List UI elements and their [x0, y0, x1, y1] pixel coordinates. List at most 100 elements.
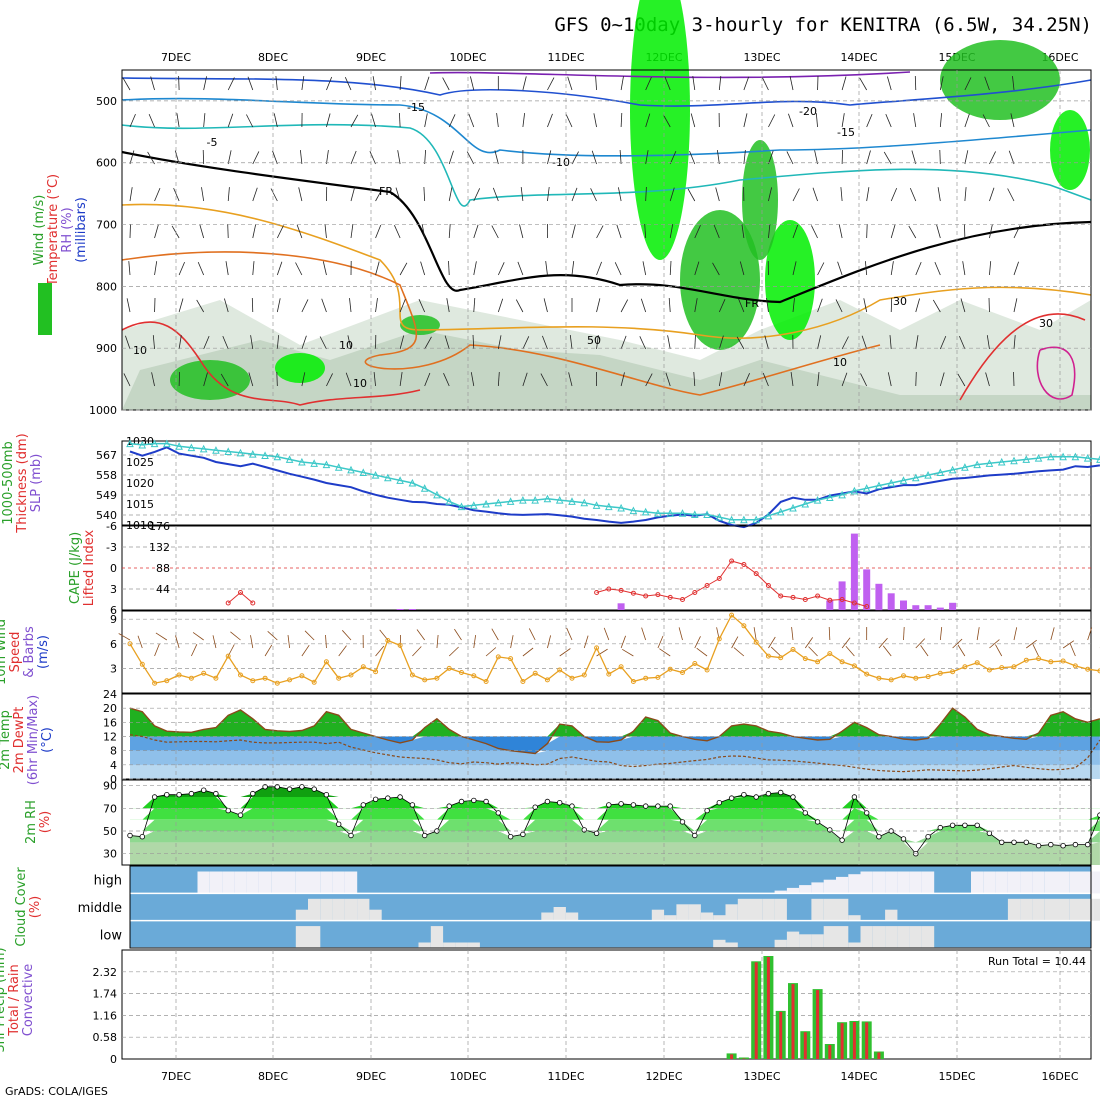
wind-barb	[567, 76, 573, 91]
rh-marker	[409, 802, 416, 808]
cloud-cell	[258, 871, 272, 894]
thickness-marker	[715, 513, 724, 521]
wind-barb-10m	[976, 627, 980, 641]
wind-barb	[276, 298, 281, 313]
wind-barb	[227, 150, 232, 165]
cloud-cell	[308, 898, 321, 921]
cloud-cell	[713, 915, 726, 921]
wind-barb	[347, 335, 352, 350]
wind-speed-marker	[311, 679, 317, 685]
wind-barb	[270, 188, 278, 202]
wind-speed-marker	[127, 641, 133, 647]
thickness-marker	[261, 451, 269, 459]
wind-speed-marker	[594, 645, 600, 651]
rh-moist-blob	[630, 0, 690, 260]
thickness-marker	[666, 509, 675, 517]
rh-marker	[643, 803, 649, 809]
wind-speed-marker	[655, 674, 661, 680]
thickness-marker	[199, 444, 208, 453]
temperature-contour	[121, 97, 1092, 157]
wind-barb	[547, 187, 550, 202]
wind-barb	[547, 77, 555, 91]
contour-label: 10	[833, 356, 847, 369]
wind-barb	[326, 373, 333, 387]
wind-ylabel: 10m Wind Speed & Barbs (m/s)	[0, 619, 51, 685]
wind-barb	[369, 151, 376, 165]
wind-barb	[620, 299, 629, 313]
rh-marker	[1084, 841, 1091, 848]
wind-barb	[324, 224, 327, 239]
contour-label: 50	[587, 334, 601, 347]
cloud-cell	[1020, 898, 1033, 921]
wind-barb	[350, 187, 355, 202]
wind-speed-tick: 3	[110, 662, 117, 675]
wind-barb	[326, 113, 331, 128]
rh-moist-blob	[680, 210, 760, 350]
wind-barb	[372, 76, 376, 91]
wind-barb	[520, 187, 524, 202]
lifted-index-marker	[753, 571, 759, 577]
thickness-marker	[801, 499, 810, 508]
wind-barb	[301, 76, 305, 91]
thickness-marker	[371, 471, 380, 479]
temperature-ylabel-line: 2m DewPt	[12, 707, 27, 774]
wind-barb	[203, 335, 210, 350]
wind-speed-marker	[495, 654, 501, 660]
temp-cool-band	[130, 764, 1100, 779]
wind-barb	[399, 298, 406, 313]
wind-barb	[220, 373, 229, 387]
thickness-marker	[936, 468, 945, 476]
wind-barb	[568, 372, 573, 387]
cloud-cell	[209, 871, 223, 894]
wind-barb	[252, 151, 260, 165]
wind-speed-marker	[459, 670, 464, 675]
chart-title: GFS 0~10day 3-hourly for KENITRA (6.5W, …	[554, 14, 1092, 36]
rh-marker	[360, 802, 366, 808]
thickness-marker	[298, 457, 306, 466]
wind-barb-10m	[375, 645, 385, 657]
rh-marker	[778, 789, 784, 796]
wind-barb	[913, 113, 917, 128]
wind-barb	[620, 112, 623, 128]
wind-barb-10m	[485, 647, 497, 657]
lifted-index-marker	[250, 600, 256, 606]
rh-marker	[814, 819, 821, 825]
cloud-cell	[774, 898, 787, 921]
pressure-level-tick: 500	[96, 95, 117, 108]
wind-barb	[545, 261, 548, 276]
precip-frame	[121, 949, 1092, 1060]
lifted-index-marker	[765, 583, 771, 588]
thickness-marker	[1034, 453, 1043, 462]
wind-barb-10m	[250, 635, 254, 649]
wind-barb-10m	[1026, 639, 1037, 649]
thickness-marker	[212, 446, 220, 454]
thickness-marker	[911, 473, 920, 482]
cape-bar	[949, 602, 957, 610]
thickness-marker	[175, 442, 183, 450]
wind-barb	[547, 113, 553, 128]
wind-barb-10m	[882, 645, 892, 657]
wind-barb	[423, 186, 426, 202]
wind-barb	[300, 150, 303, 165]
wind-speed-marker	[385, 638, 391, 643]
wind-barb	[939, 335, 947, 350]
date-label-top: 11DEC	[547, 51, 584, 64]
date-label-top: 9DEC	[356, 51, 386, 64]
rh-marker	[250, 790, 256, 797]
wind-barb	[792, 224, 799, 239]
thickness-marker	[445, 497, 454, 505]
wind-barb	[519, 224, 524, 239]
wind-barb	[319, 336, 327, 350]
lifted-index-marker	[741, 562, 747, 567]
wind-speed-marker	[716, 636, 722, 642]
wind-barb	[301, 372, 306, 387]
cloud-cell	[1007, 898, 1021, 921]
wind-barb	[693, 371, 696, 387]
temperature-contour	[121, 123, 1092, 207]
wind-barb	[964, 77, 972, 91]
wind-barb	[473, 188, 481, 202]
wind-barb	[837, 261, 843, 276]
rh-marker	[237, 812, 244, 818]
wind-barb	[939, 149, 941, 165]
wind-barb-10m	[828, 626, 831, 641]
